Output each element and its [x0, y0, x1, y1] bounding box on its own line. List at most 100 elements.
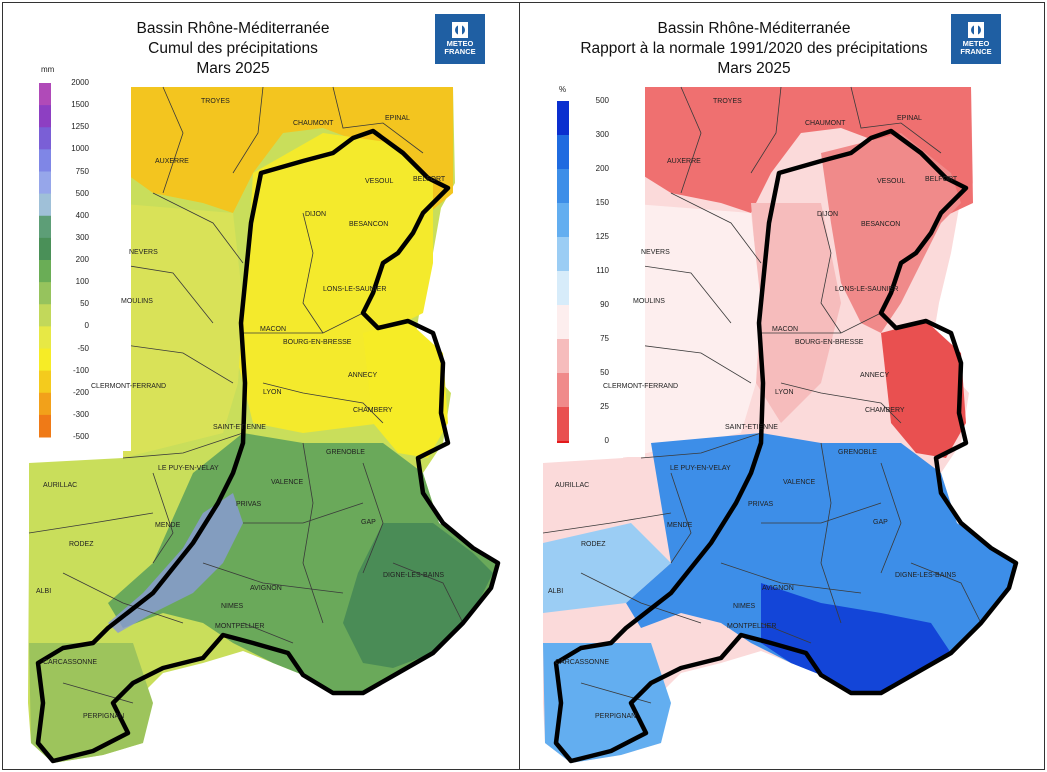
city-label: LYON: [263, 389, 282, 396]
right-title-line2: Rapport à la normale 1991/2020 des préci…: [580, 40, 928, 57]
colorbar-swatch: [39, 171, 51, 195]
city-label: MACON: [260, 326, 286, 333]
city-label: PRIVAS: [748, 501, 773, 508]
cumulative-map: [28, 86, 501, 764]
legend-tick-label: -200: [72, 387, 89, 397]
legend-tick-label: 110: [596, 266, 609, 275]
city-label: AURILLAC: [43, 482, 77, 489]
right-city-labels: TROYES CHAUMONT EPINAL AUXERRE VESOUL BELFORT…: [548, 98, 958, 720]
colorbar-swatch: [39, 414, 51, 438]
colorbar-swatch: [39, 282, 51, 305]
map-blue-roussillon: [543, 643, 671, 763]
meteo-france-logo: METEO FRANCE: [435, 14, 485, 64]
colorbar-swatch: [39, 193, 51, 217]
left-title-line3: Mars 2025: [196, 60, 270, 77]
city-label: LONS-LE-SAUNIER: [323, 286, 386, 293]
colorbar-swatch: [39, 237, 51, 261]
left-title-line1: Bassin Rhône-Méditerranée: [136, 20, 330, 37]
logo-line2: FRANCE: [444, 47, 476, 56]
city-label: ANNECY: [348, 372, 378, 379]
right-title: Bassin Rhône-Méditerranée Rapport à la n…: [493, 19, 1015, 79]
city-label: CLERMONT-FERRAND: [91, 383, 166, 390]
right-legend: % 500 300 200 150 125 110 90 75 50 25 0: [545, 85, 645, 457]
colorbar-swatch: [557, 237, 569, 272]
legend-tick-label: 750: [75, 166, 89, 176]
city-label: MOULINS: [121, 298, 153, 305]
colorbar-swatch: [39, 105, 51, 128]
city-label: GRENOBLE: [838, 449, 877, 456]
right-title-line1: Bassin Rhône-Méditerranée: [657, 20, 851, 37]
colorbar-swatch: [39, 392, 51, 416]
legend-tick-label: 25: [600, 402, 609, 411]
panel-divider: [519, 2, 520, 770]
city-label: MENDE: [155, 522, 181, 529]
map-dry-north: [111, 87, 453, 218]
colorbar-swatch: [39, 260, 51, 283]
meteo-france-logo: METEO FRANCE: [951, 14, 1001, 64]
city-label: LE PUY-EN-VELAY: [670, 465, 731, 472]
city-label: SAINT-ETIENNE: [725, 424, 778, 431]
colorbar-swatch: [557, 407, 569, 442]
cumulative-precipitation-panel: Bassin Rhône-Méditerranée Cumul des préc…: [3, 3, 519, 768]
map-green-dark: [343, 523, 493, 668]
city-label: VESOUL: [877, 178, 906, 185]
colorbar-swatch: [557, 169, 569, 204]
map-red-north: [623, 87, 973, 218]
colorbar-swatch: [39, 348, 51, 372]
map-white-west: [623, 203, 761, 458]
city-label: ANNECY: [860, 372, 890, 379]
city-label: PERPIGNAN: [595, 713, 636, 720]
city-label: MONTPELLIER: [215, 623, 264, 630]
left-legend-unit: mm: [41, 65, 55, 74]
city-label: BOURG-EN-BRESSE: [795, 339, 864, 346]
map-blue-dark: [761, 583, 951, 693]
map-red-east: [821, 133, 961, 333]
city-label: PRIVAS: [236, 501, 261, 508]
legend-tick-label: -300: [72, 409, 89, 419]
colorbar-swatch: [557, 305, 569, 340]
city-label: SAINT-ETIENNE: [213, 424, 266, 431]
left-title-line2: Cumul des précipitations: [148, 40, 318, 57]
right-legend-ticks: 500 300 200 150 125 110 90 75 50 25 0: [575, 96, 615, 445]
legend-tick-label: 1000: [71, 144, 89, 154]
city-label: NIMES: [733, 603, 756, 610]
city-label: AVIGNON: [250, 585, 282, 592]
right-legend-unit: %: [559, 85, 567, 94]
city-label: NEVERS: [129, 249, 158, 256]
city-label: CHAUMONT: [293, 120, 334, 127]
legend-tick-label: -100: [72, 365, 89, 375]
city-label: DIJON: [817, 211, 838, 218]
city-label: AVIGNON: [762, 585, 794, 592]
city-label: DIJON: [305, 211, 326, 218]
map-blue-light-west: [543, 523, 671, 613]
map-red-alps: [881, 321, 966, 458]
meteo-france-emblem-icon: [452, 22, 468, 38]
legend-tick-label: -50: [77, 343, 89, 353]
city-label: BELFORT: [925, 176, 958, 183]
city-label: AUXERRE: [155, 158, 189, 165]
city-label: GAP: [873, 519, 888, 526]
city-label: NEVERS: [641, 249, 670, 256]
right-title-line3: Mars 2025: [717, 60, 791, 77]
city-label: MOULINS: [633, 298, 665, 305]
legend-tick-label: 200: [75, 255, 89, 264]
legend-tick-label: 1500: [71, 100, 89, 110]
city-label: CHAUMONT: [805, 120, 846, 127]
city-label: DIGNE-LES-BAINS: [383, 572, 444, 579]
left-title: Bassin Rhône-Méditerranée Cumul des préc…: [0, 19, 491, 79]
colorbar-swatch: [39, 326, 51, 349]
left-city-labels: TROYES CHAUMONT EPINAL AUXERRE VESOUL BELFORT…: [36, 98, 446, 720]
city-label: CHAMBERY: [865, 407, 905, 414]
legend-tick-label: 100: [75, 277, 89, 287]
legend-tick-label: 400: [75, 210, 89, 220]
legend-tick-label: 75: [600, 334, 609, 343]
city-label: BELFORT: [413, 176, 446, 183]
colorbar-swatch: [39, 370, 51, 394]
city-label: RODEZ: [581, 541, 606, 548]
city-label: CARCASSONNE: [43, 659, 97, 666]
colorbar-swatch: [39, 149, 51, 172]
city-label: EPINAL: [385, 115, 410, 122]
city-label: TROYES: [713, 98, 742, 105]
map-roussillon: [29, 643, 153, 763]
